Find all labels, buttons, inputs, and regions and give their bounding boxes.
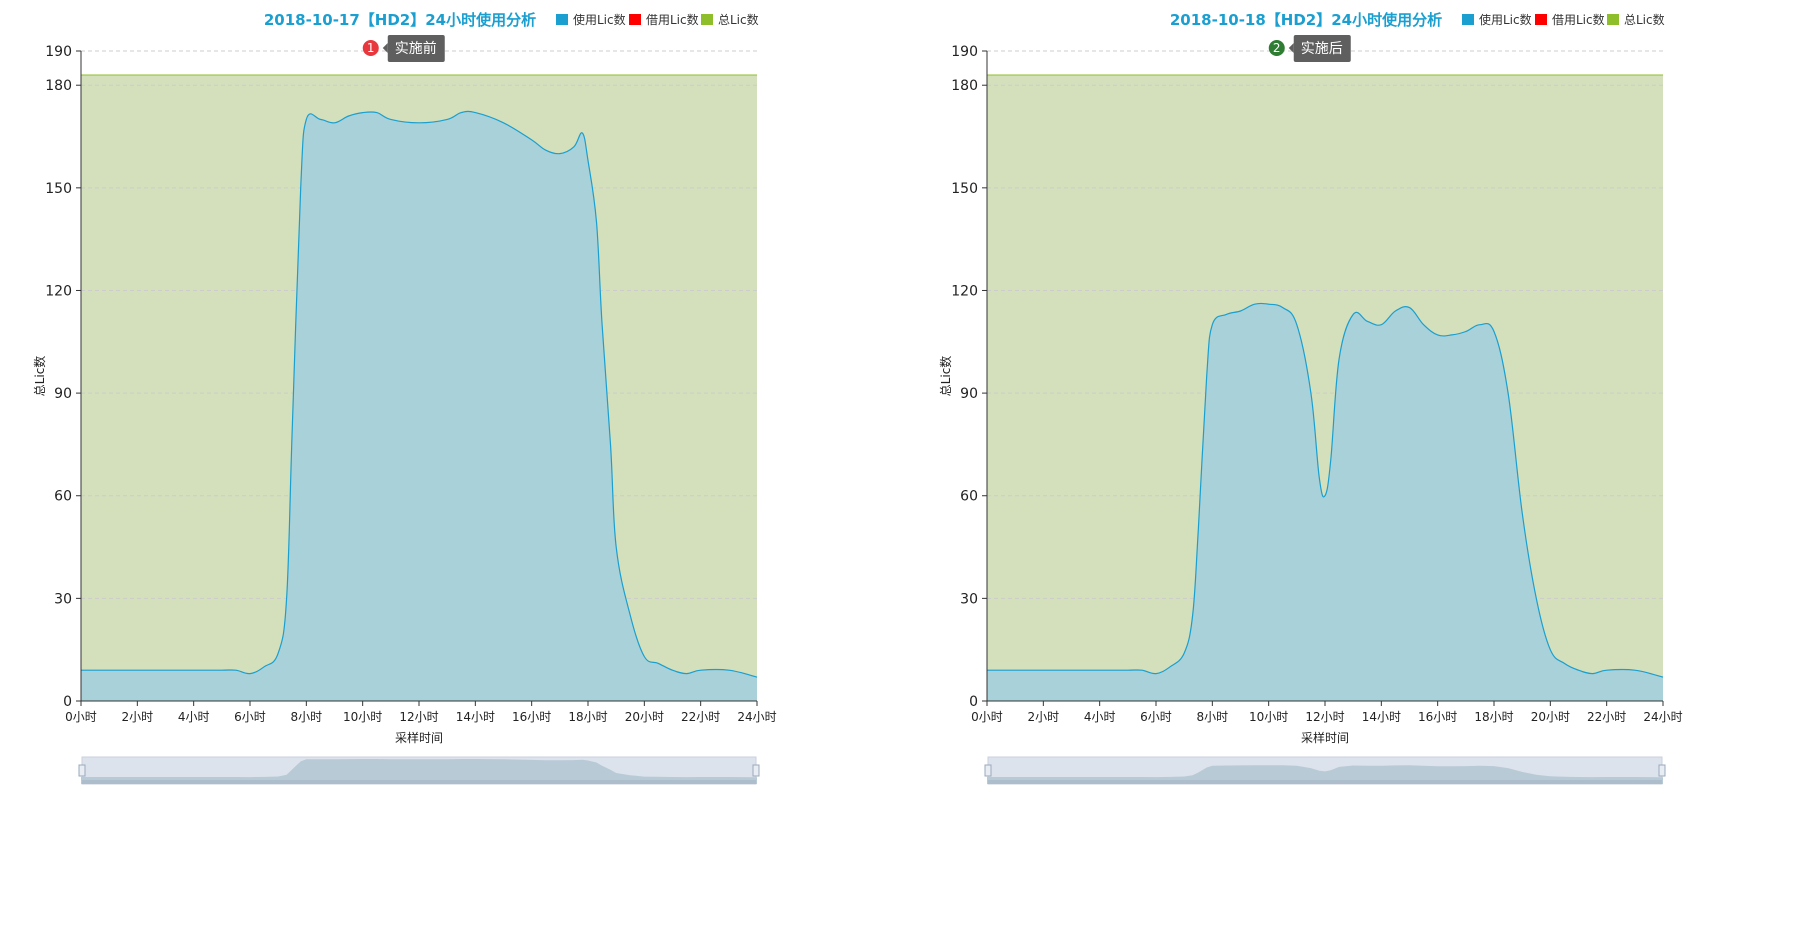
y-tick-label-0: 0 bbox=[63, 694, 72, 710]
x-tick-label-4: 8小时 bbox=[291, 710, 323, 724]
annotation-tooltip-text: 实施后 bbox=[1301, 41, 1343, 57]
data-zoom-handle-left[interactable] bbox=[984, 764, 992, 777]
x-tick-label-8: 16小时 bbox=[1418, 710, 1457, 724]
y-tick-label-6: 180 bbox=[951, 78, 978, 94]
legend-label-1: 借用Lic数 bbox=[646, 12, 699, 27]
y-tick-label-6: 180 bbox=[45, 78, 72, 94]
chart-panel-after: 2018-10-18【HD2】24小时使用分析 使用Lic数 借用Lic数 总Lic数… bbox=[906, 0, 1812, 927]
annotation-badge-number: 1 bbox=[367, 41, 375, 55]
data-zoom-handle-right[interactable] bbox=[752, 764, 760, 777]
used-line bbox=[986, 302, 1664, 678]
x-tick-label-0: 0小时 bbox=[971, 710, 1003, 724]
y-tick-label-3: 90 bbox=[960, 386, 978, 402]
x-tick-label-7: 14小时 bbox=[456, 710, 495, 724]
used-area bbox=[81, 111, 757, 701]
chart-title: 2018-10-18【HD2】24小时使用分析 bbox=[1170, 11, 1442, 29]
legend-label-2: 总Lic数 bbox=[718, 12, 759, 27]
legend-label-2: 总Lic数 bbox=[1624, 12, 1665, 27]
y-tick-label-5: 150 bbox=[45, 181, 72, 197]
y-axis-title: 总Lic数 bbox=[32, 356, 47, 397]
legend-swatch-0 bbox=[556, 14, 568, 25]
x-tick-label-2: 4小时 bbox=[1084, 710, 1116, 724]
data-zoom-handle-right[interactable] bbox=[1658, 764, 1666, 777]
annotation-tooltip-arrow bbox=[382, 43, 388, 53]
annotation-tooltip bbox=[387, 35, 445, 62]
x-tick-label-7: 14小时 bbox=[1362, 710, 1401, 724]
annotation-badge-number: 2 bbox=[1273, 41, 1281, 55]
legend-swatch-2 bbox=[1607, 14, 1619, 25]
legend-swatch-1 bbox=[629, 14, 641, 25]
chart-svg-after: 2018-10-18【HD2】24小时使用分析 使用Lic数 借用Lic数 总Lic数… bbox=[938, 11, 1683, 785]
y-tick-label-2: 60 bbox=[54, 489, 72, 505]
x-tick-label-0: 0小时 bbox=[65, 710, 97, 724]
x-tick-label-12: 24小时 bbox=[737, 710, 776, 724]
x-tick-label-6: 12小时 bbox=[399, 710, 438, 724]
x-tick-label-3: 6小时 bbox=[234, 710, 266, 724]
y-tick-label-3: 90 bbox=[54, 386, 72, 402]
legend-swatch-0 bbox=[1462, 14, 1474, 25]
chart-svg-before: 2018-10-17【HD2】24小时使用分析 使用Lic数 借用Lic数 总Lic数… bbox=[32, 11, 777, 785]
x-axis-title: 采样时间 bbox=[395, 730, 443, 745]
x-tick-label-4: 8小时 bbox=[1197, 710, 1229, 724]
annotation-badge bbox=[362, 40, 379, 56]
legend-label-0: 使用Lic数 bbox=[573, 12, 626, 27]
x-tick-label-3: 6小时 bbox=[1140, 710, 1172, 724]
x-axis-title: 采样时间 bbox=[1301, 730, 1349, 745]
y-tick-label-2: 60 bbox=[960, 489, 978, 505]
annotation-tooltip-text: 实施前 bbox=[395, 40, 437, 57]
x-tick-label-10: 20小时 bbox=[625, 710, 664, 724]
x-tick-label-11: 22小时 bbox=[681, 710, 720, 724]
used-area bbox=[987, 303, 1663, 701]
legend-swatch-2 bbox=[701, 14, 713, 25]
legend-label-1: 借用Lic数 bbox=[1552, 12, 1605, 27]
x-tick-label-2: 4小时 bbox=[178, 710, 210, 724]
x-tick-label-1: 2小时 bbox=[122, 710, 154, 724]
y-tick-label-0: 0 bbox=[969, 694, 978, 710]
annotation-tooltip bbox=[1293, 35, 1351, 62]
x-tick-label-5: 10小时 bbox=[1249, 710, 1288, 724]
data-zoom-handle-left[interactable] bbox=[78, 764, 86, 777]
x-tick-label-9: 18小时 bbox=[568, 710, 607, 724]
y-tick-label-7: 190 bbox=[45, 44, 72, 60]
y-tick-label-4: 120 bbox=[45, 283, 72, 299]
chart-title: 2018-10-17【HD2】24小时使用分析 bbox=[264, 11, 536, 29]
y-axis-title: 总Lic数 bbox=[938, 356, 953, 397]
y-tick-label-5: 150 bbox=[951, 181, 978, 197]
annotation-tooltip-arrow bbox=[1288, 43, 1294, 53]
x-tick-label-8: 16小时 bbox=[512, 710, 551, 724]
x-tick-label-5: 10小时 bbox=[343, 710, 382, 724]
data-zoom-preview bbox=[987, 765, 1663, 784]
data-zoom-preview bbox=[81, 759, 757, 784]
x-tick-label-9: 18小时 bbox=[1474, 710, 1513, 724]
y-tick-label-4: 120 bbox=[951, 283, 978, 299]
data-zoom-bar bbox=[82, 780, 756, 784]
x-tick-label-11: 22小时 bbox=[1587, 710, 1626, 724]
data-zoom-bar bbox=[988, 780, 1662, 784]
annotation-badge bbox=[1268, 40, 1285, 56]
x-tick-label-1: 2小时 bbox=[1028, 710, 1060, 724]
used-line bbox=[80, 110, 758, 678]
chart-panel-before: 2018-10-17【HD2】24小时使用分析 使用Lic数 借用Lic数 总Lic数… bbox=[0, 0, 906, 927]
x-tick-label-10: 20小时 bbox=[1531, 710, 1570, 724]
x-tick-label-12: 24小时 bbox=[1643, 710, 1682, 724]
legend-swatch-1 bbox=[1535, 14, 1547, 25]
y-tick-label-1: 30 bbox=[54, 591, 72, 607]
y-tick-label-7: 190 bbox=[951, 44, 978, 60]
y-tick-label-1: 30 bbox=[960, 591, 978, 607]
x-tick-label-6: 12小时 bbox=[1305, 710, 1344, 724]
legend-label-0: 使用Lic数 bbox=[1479, 12, 1532, 27]
